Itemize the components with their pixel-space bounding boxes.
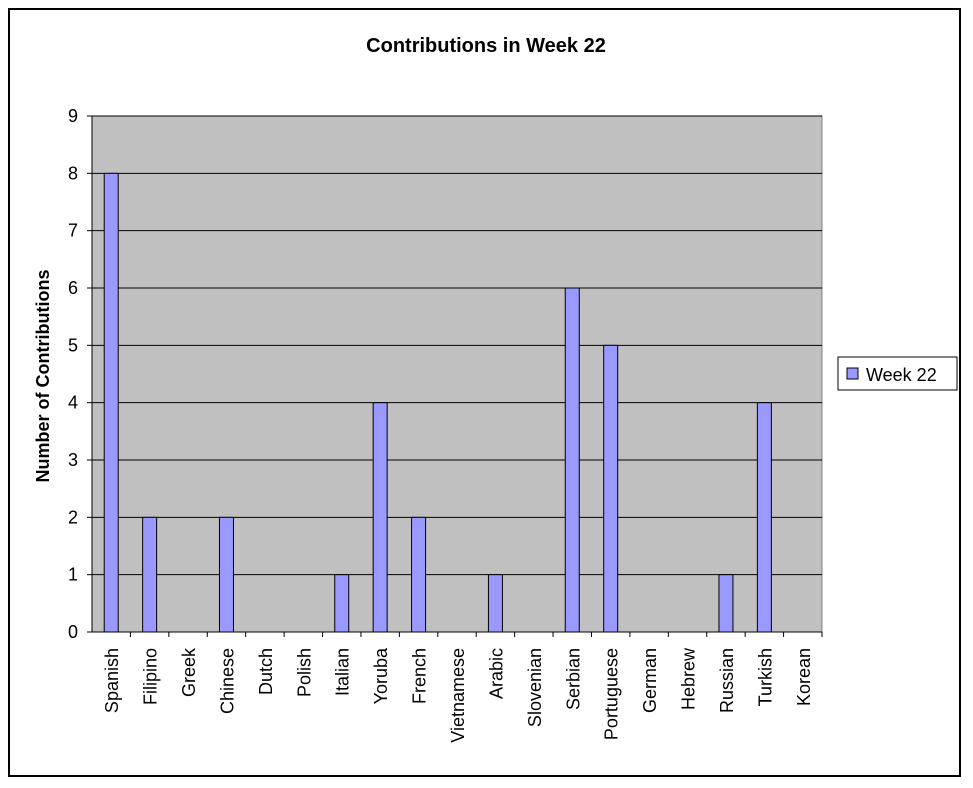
bar: [334, 574, 350, 633]
x-tick-label: Filipino: [141, 648, 161, 705]
x-tick-label: German: [640, 648, 660, 713]
x-tick-label: Italian: [333, 648, 353, 696]
y-tick-label: 9: [68, 106, 78, 126]
x-tick-label: Serbian: [563, 648, 583, 710]
bar: [372, 402, 388, 633]
x-tick-label: Greek: [179, 647, 199, 697]
bar: [218, 516, 234, 633]
y-axis-label: Number of Contributions: [33, 270, 53, 483]
legend-swatch: [846, 367, 859, 380]
y-tick-label: 1: [68, 565, 78, 585]
bar: [603, 344, 619, 633]
x-tick-label: Russian: [717, 648, 737, 713]
x-tick-label: Slovenian: [525, 648, 545, 727]
y-tick-label: 0: [68, 622, 78, 642]
bar: [564, 287, 580, 633]
bar: [411, 516, 427, 633]
bar: [756, 402, 772, 633]
x-tick-label: Chinese: [217, 648, 237, 714]
y-tick-label: 8: [68, 163, 78, 183]
x-tick-label: Vietnamese: [448, 648, 468, 743]
y-tick-label: 2: [68, 507, 78, 527]
x-tick-label: Polish: [294, 648, 314, 697]
x-tick-label: Portuguese: [602, 648, 622, 740]
plot-area: 0 1 2 3 4 5 6 7 8 9 Spanish Filipino Greek Chinese Dut…: [68, 106, 823, 743]
x-tick-label: Yoruba: [371, 647, 391, 704]
chart-title: Contributions in Week 22: [366, 35, 606, 57]
x-tick-label: Korean: [794, 648, 814, 706]
y-tick-label: 6: [68, 278, 78, 298]
x-tick-label: Hebrew: [679, 647, 699, 710]
bar: [487, 574, 503, 633]
legend-label: Week 22: [866, 365, 937, 385]
y-tick-label: 3: [68, 450, 78, 470]
x-tick-label: Spanish: [102, 648, 122, 713]
plot-background: [91, 115, 823, 633]
x-tick-label: French: [410, 648, 430, 704]
x-tick-label: Arabic: [486, 648, 506, 699]
bar: [142, 516, 158, 633]
bar: [103, 172, 119, 633]
y-tick-label: 4: [68, 393, 78, 413]
x-tick-label: Dutch: [256, 648, 276, 695]
bar: [718, 574, 734, 633]
x-tick-label: Turkish: [755, 648, 775, 706]
y-tick-label: 5: [68, 335, 78, 355]
legend: Week 22: [837, 356, 958, 391]
y-tick-label: 7: [68, 221, 78, 241]
